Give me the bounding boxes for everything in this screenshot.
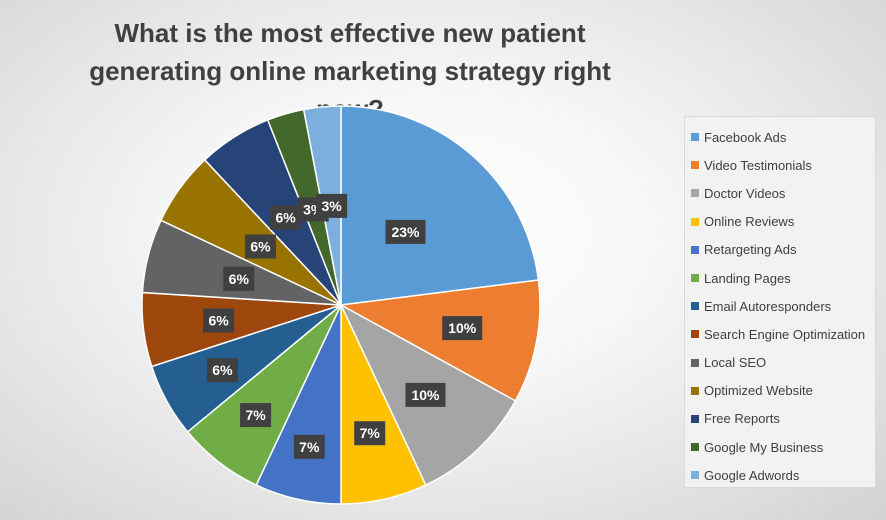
legend-item-video-testimonials: Video Testimonials (685, 151, 875, 179)
legend-item-optimized-website: Optimized Website (685, 377, 875, 405)
legend-item-retargeting-ads: Retargeting Ads (685, 236, 875, 264)
pie-slice-facebook-ads (340, 105, 540, 306)
data-label-text: 7% (360, 425, 381, 441)
legend-item-google-my-business: Google My Business (685, 433, 875, 461)
legend-label: Local SEO (704, 355, 767, 371)
legend-item-local-seo: Local SEO (685, 349, 875, 377)
chart-title: What is the most effective new patient g… (89, 18, 611, 124)
data-label-text: 6% (250, 239, 271, 255)
data-label-box (354, 421, 386, 446)
data-label-text: 3% (321, 198, 342, 214)
data-label-text: 10% (448, 320, 477, 336)
data-label-box (240, 403, 272, 428)
legend-swatch (691, 386, 699, 395)
legend-label: Optimized Website (704, 383, 813, 399)
chart-legend: Facebook Ads Video Testimonials Doctor Vid… (684, 116, 876, 488)
legend-item-landing-pages: Landing Pages (685, 264, 875, 292)
legend-swatch (691, 330, 699, 339)
data-label-text: 10% (411, 387, 440, 403)
data-label-text: 23% (391, 224, 420, 240)
data-label-box (316, 193, 348, 218)
legend-swatch (691, 414, 699, 423)
legend-swatch (691, 133, 699, 142)
legend-item-online-reviews: Online Reviews (685, 208, 875, 236)
pie-data-labels: 23%10%10%7%7%7%6%6%6%6%6%3%3% (203, 193, 483, 459)
data-label-box (293, 434, 325, 459)
data-label-box (442, 316, 483, 341)
data-label-search-engine-optimization: 6% (203, 308, 235, 333)
legend-label: Free Reports (704, 411, 780, 427)
legend-label: Search Engine Optimization (704, 326, 866, 342)
legend-swatch (691, 358, 699, 367)
legend-swatch (691, 245, 699, 254)
legend-label: Video Testimonials (704, 157, 812, 173)
legend-label: Google Adwords (704, 467, 800, 483)
data-label-text: 6% (212, 362, 233, 378)
data-label-text: 6% (208, 313, 229, 329)
data-label-box (223, 266, 255, 291)
data-label-local-seo: 6% (223, 266, 255, 291)
legend-item-free-reports: Free Reports (685, 405, 875, 433)
data-label-text: 7% (299, 439, 320, 455)
legend-label: Facebook Ads (704, 129, 787, 145)
legend-label: Retargeting Ads (704, 242, 797, 258)
legend-swatch (691, 189, 699, 198)
data-label-box (203, 308, 235, 333)
legend-swatch (691, 302, 699, 311)
legend-label: Doctor Videos (704, 185, 786, 201)
data-label-online-reviews: 7% (354, 421, 386, 446)
legend-item-search-engine-optimization: Search Engine Optimization (685, 320, 875, 348)
data-label-box (245, 234, 276, 259)
data-label-optimized-website: 6% (245, 234, 276, 259)
legend-label: Email Autoresponders (704, 298, 832, 314)
data-label-text: 6% (229, 271, 250, 287)
legend-label: Google My Business (704, 439, 824, 455)
legend-swatch (691, 217, 699, 226)
data-label-free-reports: 6% (270, 205, 302, 230)
data-label-landing-pages: 7% (240, 403, 272, 428)
data-label-retargeting-ads: 7% (293, 434, 325, 459)
data-label-text: 6% (275, 210, 296, 226)
data-label-box (206, 358, 238, 383)
legend-swatch (691, 161, 699, 170)
legend-item-email-autoresponders: Email Autoresponders (685, 292, 875, 320)
data-label-doctor-videos: 10% (405, 382, 446, 407)
data-label-box (270, 205, 302, 230)
data-label-email-autoresponders: 6% (206, 358, 238, 383)
legend-item-doctor-videos: Doctor Videos (685, 179, 875, 207)
legend-swatch (691, 471, 699, 480)
legend-swatch (691, 443, 699, 452)
data-label-google-adwords: 3% (316, 193, 348, 218)
pie-slice-video-testimonials (338, 279, 541, 402)
legend-label: Online Reviews (704, 214, 795, 230)
legend-item-google-adwords: Google Adwords (685, 461, 875, 489)
data-label-box (405, 382, 446, 407)
data-label-text: 7% (245, 407, 266, 423)
pie-slices (141, 105, 541, 505)
data-label-video-testimonials: 10% (442, 316, 483, 341)
legend-label: Landing Pages (704, 270, 791, 286)
legend-swatch (691, 274, 699, 283)
data-label-box (385, 219, 426, 244)
data-label-facebook-ads: 23% (385, 219, 426, 244)
legend-item-facebook-ads: Facebook Ads (685, 123, 875, 151)
